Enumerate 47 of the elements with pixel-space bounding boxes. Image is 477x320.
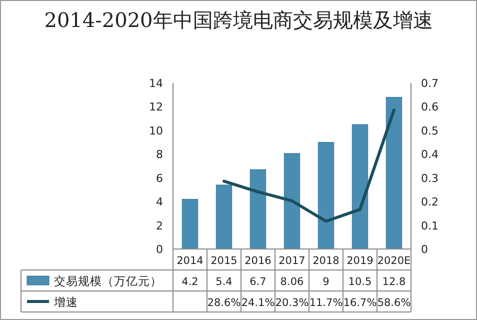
line-series xyxy=(222,108,396,223)
data-label: 11.7% xyxy=(309,297,343,309)
y2-tick-label: 0.5 xyxy=(421,124,438,138)
data-label: 5.4 xyxy=(216,276,233,288)
y-tick-label: 4 xyxy=(156,196,163,209)
y-tick-label: 8 xyxy=(156,148,163,162)
y2-tick-label: 0.1 xyxy=(421,219,438,232)
x-tick-label: 2015 xyxy=(210,255,238,267)
y2-tick-label: 0.2 xyxy=(421,196,438,209)
bar xyxy=(284,153,300,250)
y2-tick-label: 0 xyxy=(421,243,428,256)
y-tick-label: 10 xyxy=(149,124,163,138)
bar xyxy=(250,169,266,250)
legend-label: 增速 xyxy=(53,295,78,309)
data-label: 9 xyxy=(322,276,330,288)
bar xyxy=(352,124,368,250)
y2-tick-label: 0.6 xyxy=(421,100,438,114)
data-label: 28.6% xyxy=(207,297,241,309)
y2-tick-label: 0.3 xyxy=(421,172,438,185)
y2-tick-label: 0.4 xyxy=(421,148,438,162)
y-tick-label: 2 xyxy=(156,219,163,232)
y2-tick-label: 0.7 xyxy=(421,77,438,90)
bar xyxy=(318,142,334,250)
data-label: 4.2 xyxy=(182,276,198,288)
data-label: 58.6% xyxy=(377,297,411,309)
x-tick-label: 2016 xyxy=(244,255,272,267)
x-tick-label: 2014 xyxy=(176,255,204,267)
x-tick-label: 2020E xyxy=(377,255,411,267)
title: 2014-2020年中国跨境电商交易规模及增速 xyxy=(43,7,434,33)
data-label: 6.7 xyxy=(250,276,266,288)
data-label: 16.7% xyxy=(343,297,377,309)
bar xyxy=(386,96,402,250)
x-tick-label: 2017 xyxy=(278,255,306,267)
x-tick-label: 2018 xyxy=(312,255,340,267)
data-label: 20.3% xyxy=(275,297,309,309)
bar xyxy=(216,184,232,250)
y-tick-label: 0 xyxy=(156,243,163,256)
y-tick-label: 6 xyxy=(156,172,163,185)
y-tick-label: 14 xyxy=(149,77,163,90)
data-label: 12.8 xyxy=(382,276,406,288)
data-label: 10.5 xyxy=(348,276,372,288)
legend-label: 交易规模（万亿元） xyxy=(54,274,162,288)
x-tick-label: 2019 xyxy=(346,255,374,267)
y-tick-label: 12 xyxy=(149,100,163,114)
data-label: 24.1% xyxy=(241,297,275,309)
data-label: 8.06 xyxy=(280,276,304,288)
bar xyxy=(182,198,198,250)
